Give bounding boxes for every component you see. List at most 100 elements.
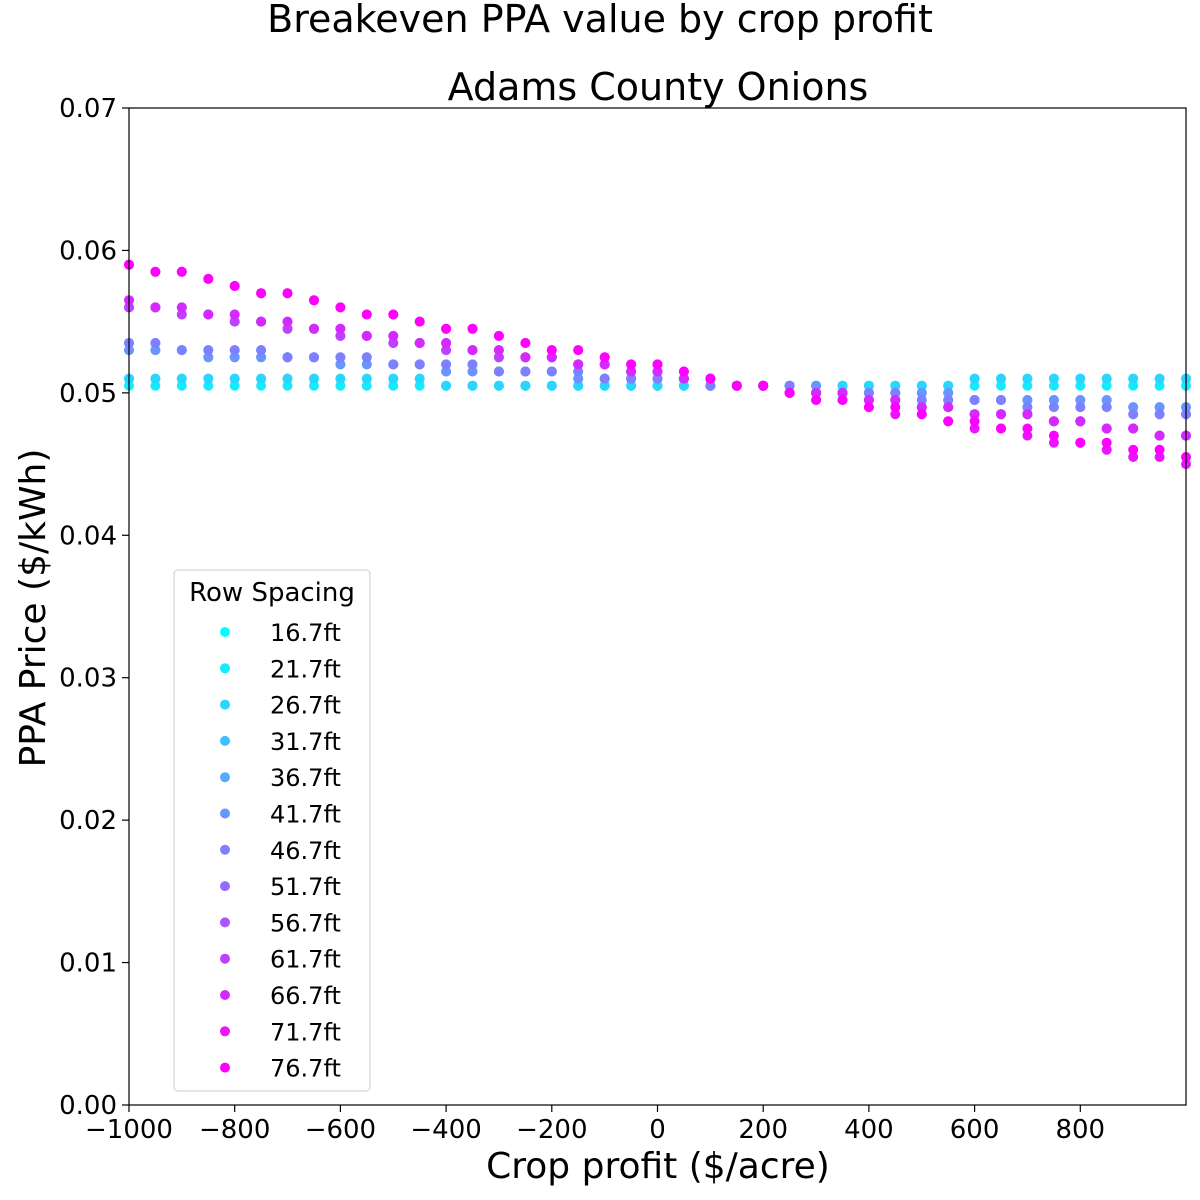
data-point	[388, 359, 399, 370]
legend-label: 61.7ft	[270, 946, 341, 974]
data-point	[493, 352, 504, 363]
data-point	[309, 380, 319, 391]
data-point	[414, 316, 425, 327]
chart-title: Adams County Onions	[448, 65, 869, 109]
y-tick-label: 0.07	[59, 94, 117, 124]
data-point	[520, 380, 531, 391]
data-point	[599, 352, 610, 363]
data-point	[1154, 430, 1165, 441]
data-point	[282, 373, 293, 384]
data-point	[863, 402, 874, 413]
legend-box	[173, 569, 371, 1092]
data-point	[1128, 409, 1139, 420]
data-point	[256, 373, 267, 384]
data-point	[203, 345, 214, 356]
data-point	[811, 380, 822, 391]
legend-label: 66.7ft	[270, 982, 341, 1010]
data-point	[1075, 437, 1086, 448]
data-point	[441, 323, 452, 334]
data-point	[599, 373, 610, 384]
data-point	[150, 338, 161, 348]
y-tick-label: 0.05	[59, 379, 117, 409]
data-point	[203, 352, 214, 363]
data-point	[361, 352, 372, 363]
data-point	[1128, 380, 1139, 391]
x-tick-label: 400	[844, 1115, 894, 1145]
legend-marker	[220, 663, 230, 674]
data-point	[1048, 380, 1059, 391]
legend-label: 31.7ft	[270, 728, 341, 756]
data-point	[916, 395, 927, 405]
data-point	[361, 330, 372, 341]
data-point	[467, 359, 478, 370]
data-point	[441, 366, 452, 377]
data-point	[573, 366, 584, 377]
data-point	[943, 387, 954, 398]
data-point	[256, 316, 267, 327]
data-point	[229, 316, 240, 327]
data-point	[1101, 444, 1112, 455]
data-point	[1022, 423, 1033, 434]
data-point	[282, 316, 293, 327]
data-point	[837, 380, 848, 391]
data-point	[652, 366, 663, 377]
data-point	[969, 373, 980, 384]
legend-marker	[220, 844, 230, 855]
data-point	[203, 380, 214, 391]
data-point	[652, 359, 663, 370]
data-point	[626, 366, 637, 377]
data-point	[916, 380, 927, 391]
data-point	[1075, 380, 1086, 391]
legend-label: 46.7ft	[270, 837, 341, 865]
data-point	[388, 380, 399, 391]
data-point	[309, 373, 319, 384]
legend-marker	[220, 881, 230, 892]
data-point	[361, 309, 372, 320]
data-point	[388, 309, 399, 320]
legend-label: 56.7ft	[270, 909, 341, 937]
x-tick-label: 600	[950, 1115, 1000, 1145]
data-point	[1022, 402, 1033, 413]
data-point	[335, 380, 346, 391]
x-tick-label: 0	[649, 1115, 666, 1145]
x-axis-label: Crop profit ($/acre)	[486, 1146, 830, 1187]
data-point	[520, 352, 531, 363]
data-point	[1101, 423, 1112, 434]
legend-marker	[220, 699, 230, 710]
x-tick-label: 800	[1055, 1115, 1105, 1145]
data-point	[969, 423, 980, 434]
data-point	[1154, 373, 1165, 384]
data-point	[493, 345, 504, 356]
data-point	[309, 323, 319, 334]
data-point	[573, 345, 584, 356]
data-point	[573, 359, 584, 370]
data-point	[678, 373, 689, 384]
data-point	[520, 338, 531, 348]
data-point	[1048, 437, 1059, 448]
y-tick-label: 0.01	[59, 949, 117, 979]
data-point	[916, 409, 927, 420]
x-tick-label: −400	[410, 1115, 481, 1145]
data-point	[1128, 444, 1139, 455]
data-point	[811, 395, 822, 405]
data-point	[493, 380, 504, 391]
data-point	[573, 373, 584, 384]
y-tick-label: 0.02	[59, 806, 117, 836]
data-point	[784, 387, 795, 398]
data-point	[1154, 409, 1165, 420]
data-point	[890, 409, 901, 420]
data-point	[229, 281, 240, 291]
data-point	[441, 359, 452, 370]
y-tick-label: 0.06	[59, 236, 117, 266]
data-point	[1075, 402, 1086, 413]
data-point	[1101, 437, 1112, 448]
data-point	[309, 295, 319, 306]
data-point	[678, 380, 689, 391]
data-point	[1154, 444, 1165, 455]
data-point	[1101, 380, 1112, 391]
data-point	[203, 273, 214, 284]
legend-title: Row Spacing	[189, 578, 355, 608]
data-point	[1154, 380, 1165, 391]
legend-label: 26.7ft	[270, 692, 341, 720]
legend-label: 41.7ft	[270, 801, 341, 829]
